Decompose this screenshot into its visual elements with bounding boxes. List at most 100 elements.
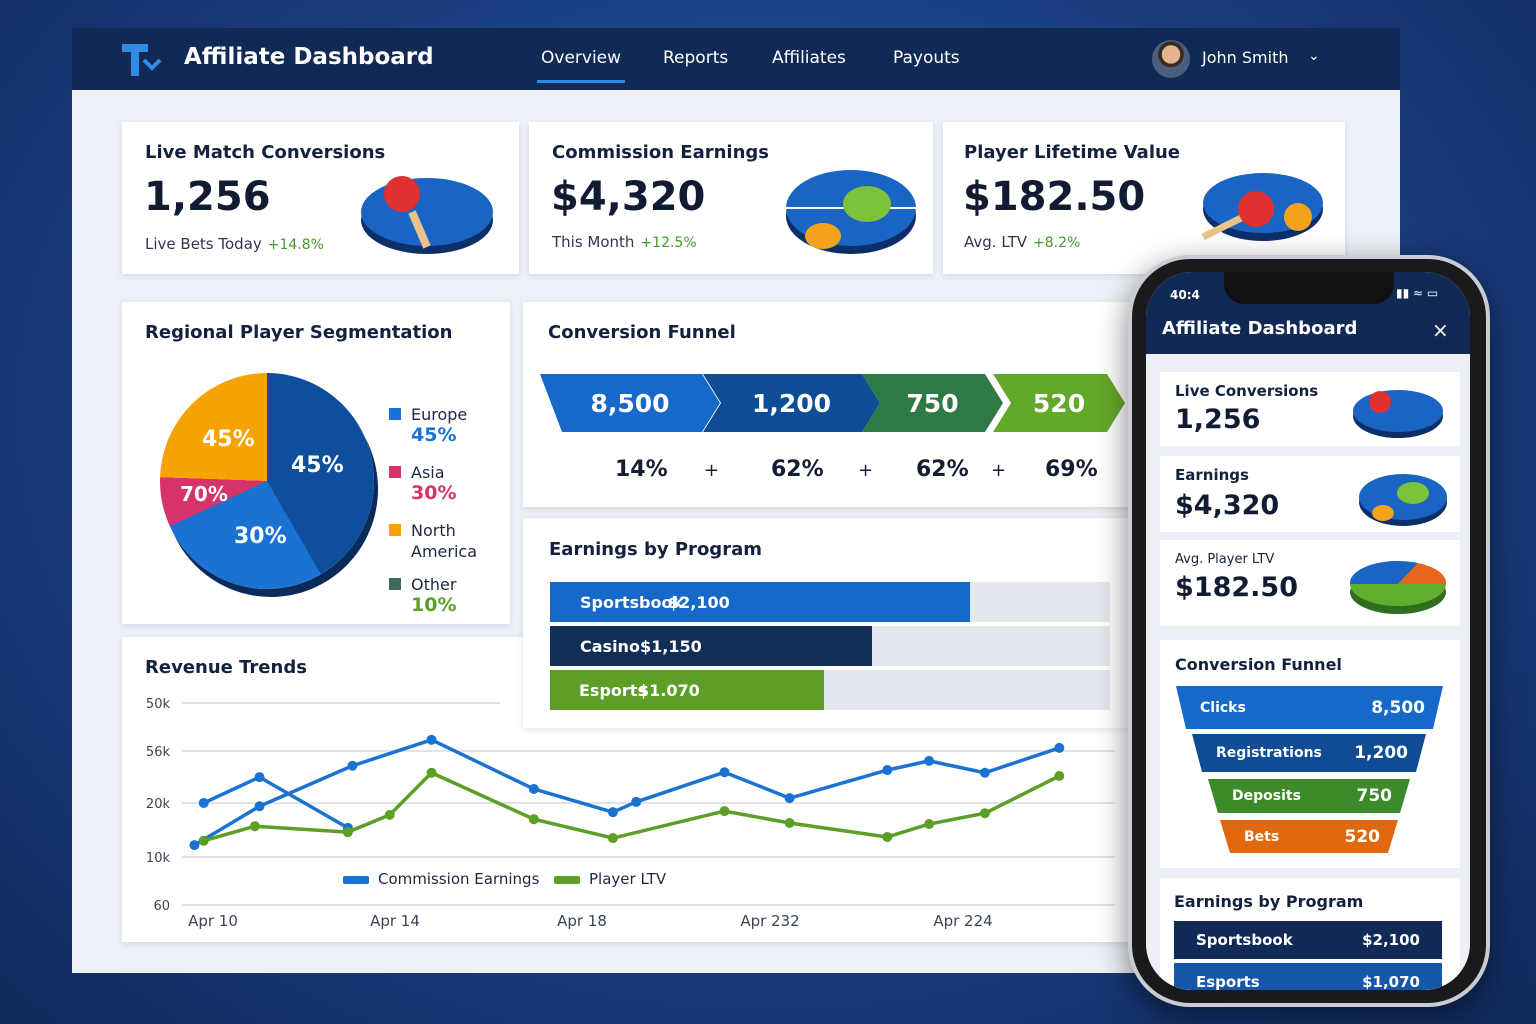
funnel-separator: + [704, 460, 720, 481]
kpi-sub: This Month +12.5% [552, 233, 697, 251]
funnel-stage[interactable]: 1,200 [703, 374, 880, 432]
kpi-sub: Live Bets Today +14.8% [145, 235, 324, 253]
legend-other: Other 10% [411, 575, 457, 616]
legend-swatch [389, 466, 401, 478]
player-ltv-point [979, 808, 990, 819]
commission-earnings-point [882, 765, 893, 776]
x-tick-label: Apr 18 [557, 912, 607, 930]
program-bar-esports[interactable]: Esports $1.070 [550, 670, 825, 710]
program-name: Esports [579, 680, 647, 700]
ping-pong-table-icon [1359, 474, 1447, 526]
card-title: Earnings by Program [1174, 892, 1364, 911]
legend-north-america: North America [411, 521, 477, 561]
legend-swatch-commission [343, 876, 369, 884]
program-amount: $2,100 [668, 592, 730, 612]
player-ltv-point [249, 821, 260, 832]
commission-earnings-point [719, 767, 730, 778]
kpi-value: $4,320 [551, 174, 706, 220]
kpi-title: Live Match Conversions [145, 142, 386, 163]
program-name: Sportsbook [580, 592, 684, 612]
funnel-separator: + [858, 460, 874, 481]
tab-overview[interactable]: Overview [536, 48, 626, 83]
kpi-card-commission: Commission Earnings $4,320 This Month +12… [529, 122, 933, 274]
funnel-stage[interactable]: 750 [862, 374, 1003, 432]
phone-funnel-registrations[interactable]: Registrations 1,200 [1192, 734, 1426, 772]
funnel-separator: + [991, 460, 1007, 481]
legend-commission: Commission Earnings [378, 870, 540, 888]
app-title: Affiliate Dashboard [184, 44, 434, 70]
avatar[interactable] [1152, 40, 1190, 78]
phone-card-ltv: Avg. Player LTV $182.50 [1160, 540, 1460, 626]
player-ltv-point [924, 819, 935, 830]
funnel-rate: 62% [916, 457, 969, 482]
chevron-down-icon[interactable]: ⌄ [1308, 48, 1320, 64]
commission-earnings-point [254, 772, 265, 783]
y-tick-label: 60 [153, 899, 170, 914]
player-ltv-point [607, 833, 618, 844]
program-bar-sportsbook[interactable]: Sportsbook $2,100 [550, 582, 970, 622]
phone-program-esports[interactable]: Esports $1,070 [1174, 963, 1442, 990]
program-amount: $1.070 [638, 680, 700, 700]
commission-earnings-point [254, 801, 265, 812]
legend-swatch-ltv [554, 876, 580, 884]
card-value: 1,256 [1175, 404, 1261, 435]
legend-europe: Europe 45% [411, 405, 468, 446]
logo-icon [122, 44, 162, 76]
player-ltv-point [784, 817, 795, 828]
x-tick-label: Apr 10 [188, 912, 238, 930]
pie-chart [160, 373, 374, 589]
commission-earnings-point [426, 734, 437, 745]
player-ltv-point [384, 809, 395, 820]
y-tick-label: 20k [146, 797, 171, 812]
phone-funnel-clicks[interactable]: Clicks 8,500 [1176, 686, 1443, 729]
player-ltv-point [342, 827, 353, 838]
phone-funnel-bets[interactable]: Bets 520 [1220, 820, 1398, 853]
player-ltv-line [203, 771, 1061, 843]
pie-label: 45% [291, 453, 344, 478]
tab-payouts[interactable]: Payouts [893, 48, 960, 68]
kpi-title: Commission Earnings [552, 142, 770, 163]
card-title: Live Conversions [1175, 382, 1319, 400]
player-ltv-point [198, 835, 209, 846]
pie-label: 45% [202, 427, 255, 452]
kpi-title: Player Lifetime Value [964, 142, 1181, 163]
program-bar-track[interactable]: Casino $1,150 [550, 626, 1110, 666]
commission-earnings-point [1054, 742, 1065, 753]
player-ltv-point [426, 767, 437, 778]
program-bar-track[interactable]: Esports $1.070 [550, 670, 1110, 710]
close-icon[interactable]: × [1432, 318, 1449, 342]
phone-funnel-deposits[interactable]: Deposits 750 [1208, 779, 1410, 813]
tab-affiliates[interactable]: Affiliates [772, 48, 846, 68]
card-title: Earnings [1175, 466, 1249, 484]
kpi-value: 1,256 [144, 174, 271, 220]
commission-earnings-point [607, 807, 618, 818]
program-bar-casino[interactable]: Casino $1,150 [550, 626, 872, 666]
phone-program-sportsbook[interactable]: Sportsbook $2,100 [1174, 921, 1442, 959]
funnel-stage[interactable]: 520 [993, 374, 1125, 432]
phone-notch [1224, 272, 1394, 304]
commission-earnings-point [189, 840, 200, 851]
pie-3d-icon [1349, 560, 1447, 614]
card-title: Conversion Funnel [1175, 655, 1342, 674]
chart-title: Revenue Trends [145, 657, 307, 678]
kpi-card-ltv: Player Lifetime Value $182.50 Avg. LTV +8… [943, 122, 1345, 274]
card-title: Regional Player Segmentation [145, 322, 453, 343]
program-bar-track[interactable]: Sportsbook $2,100 [550, 582, 1110, 622]
phone-card-live-conversions: Live Conversions 1,256 [1160, 372, 1460, 446]
card-value: $182.50 [1175, 572, 1298, 603]
phone-screen: 40:4 ▮▮ ≈ ▭ Affiliate Dashboard × Live C… [1146, 272, 1470, 990]
legend-ltv: Player LTV [589, 870, 667, 888]
tab-reports[interactable]: Reports [663, 48, 729, 68]
program-amount: $1,150 [640, 636, 702, 656]
legend-asia: Asia 30% [411, 463, 457, 504]
status-time: 40:4 [1170, 288, 1200, 302]
funnel-stage[interactable]: 8,500 [540, 374, 720, 432]
user-name[interactable]: John Smith [1202, 48, 1289, 67]
player-ltv-point [1054, 771, 1065, 781]
pie-label: 30% [234, 524, 287, 549]
commission-earnings-point [631, 796, 642, 807]
player-ltv-point [882, 832, 893, 843]
x-tick-label: Apr 232 [740, 912, 799, 930]
ping-pong-paddle-icon [361, 176, 493, 254]
